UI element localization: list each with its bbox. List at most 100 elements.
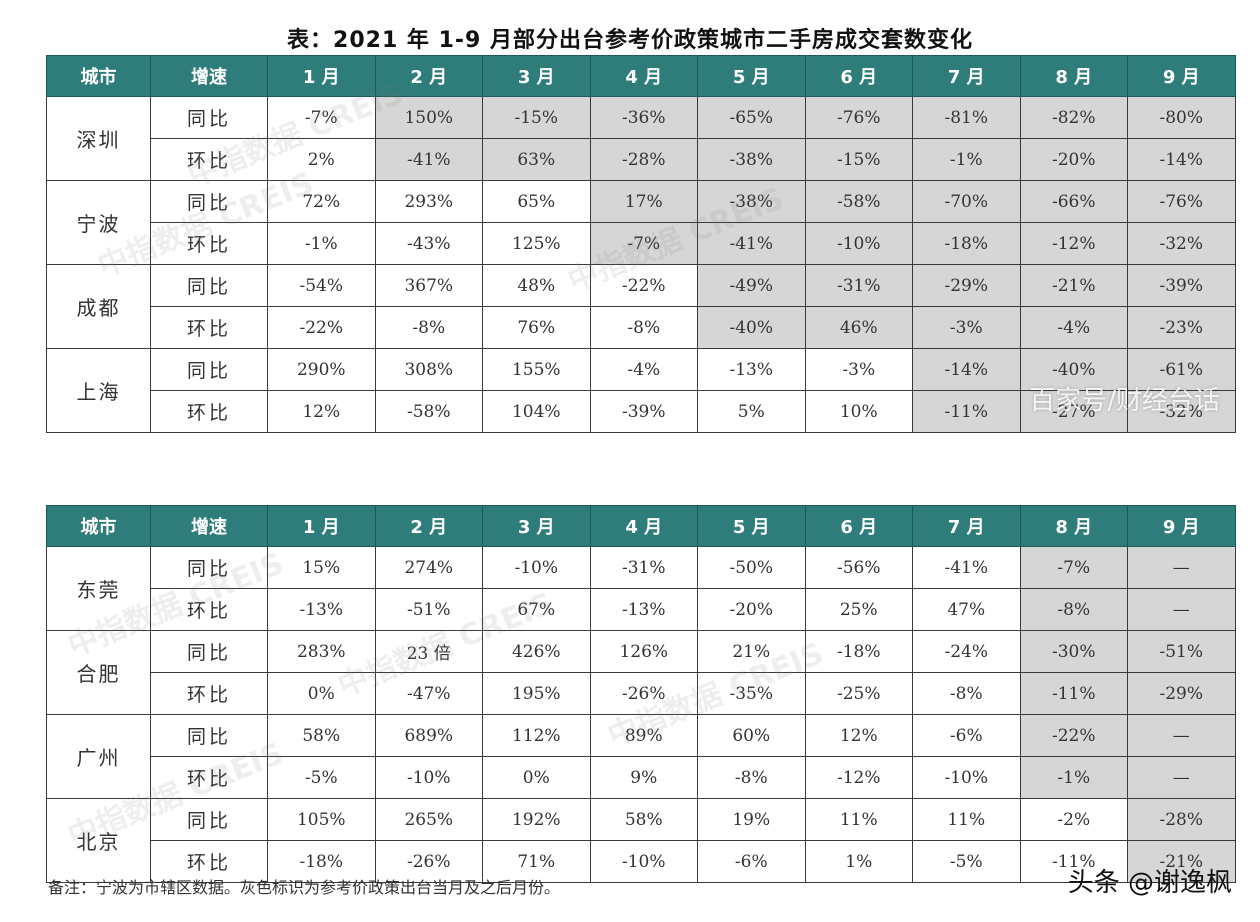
table-row: 成都 同比 -54% 367% 48% -22% -49% -31% -29% -21% -39%	[46, 264, 1236, 349]
value-cell: -11%	[1019, 672, 1128, 715]
value-cell: -8%	[697, 756, 806, 799]
value-cell: 12%	[267, 390, 376, 433]
value-cell: 125%	[482, 222, 591, 265]
value-cell: 150%	[374, 96, 483, 139]
rate-type: 环比	[150, 390, 268, 433]
value-cell: -15%	[482, 96, 591, 139]
value-cell: -39%	[589, 390, 698, 433]
value-cell: 19%	[697, 798, 806, 841]
value-cell: 23 倍	[374, 630, 483, 673]
value-cell: -7%	[589, 222, 698, 265]
header-month: 1 月	[267, 55, 376, 97]
table-row: 环比 12% -58% 104% -39% 5% 10% -11% -27% -32%	[47, 390, 1236, 433]
value-cell: 0%	[482, 756, 591, 799]
value-cell: -2%	[1019, 798, 1128, 841]
value-cell: 25%	[804, 588, 913, 631]
value-cell: -1%	[912, 138, 1021, 181]
rate-type: 环比	[150, 588, 268, 631]
city-name: 合肥	[46, 630, 151, 715]
brand-signature: 头条 @谢逸枫	[1067, 868, 1232, 898]
value-cell: 192%	[482, 798, 591, 841]
table-row: 环比 -18% -26% 71% -10% -6% 1% -5% -11% -21%	[47, 840, 1236, 883]
header-month: 3 月	[482, 55, 591, 97]
value-cell: -7%	[267, 96, 376, 139]
value-cell: —	[1127, 588, 1236, 631]
header-month: 2 月	[374, 55, 483, 97]
value-cell: -51%	[1127, 630, 1236, 673]
value-cell: -49%	[697, 264, 806, 307]
value-cell: -14%	[1127, 138, 1236, 181]
value-cell: -4%	[1019, 306, 1128, 349]
value-cell: -29%	[912, 264, 1021, 307]
value-cell: -81%	[912, 96, 1021, 139]
rate-type: 同比	[150, 96, 268, 139]
city-name: 成都	[46, 264, 151, 349]
header-month: 8 月	[1019, 55, 1128, 97]
value-cell: -13%	[589, 588, 698, 631]
value-cell: -54%	[267, 264, 376, 307]
value-cell: -21%	[1019, 264, 1128, 307]
value-cell: -10%	[374, 756, 483, 799]
header-month: 7 月	[912, 505, 1021, 547]
header-month: 9 月	[1127, 55, 1236, 97]
rate-type: 环比	[150, 756, 268, 799]
value-cell: 283%	[267, 630, 376, 673]
rate-type: 环比	[150, 138, 268, 181]
table-row: 合肥 同比 283% 23 倍 426% 126% 21% -18% -24% -30% -51%	[46, 630, 1236, 715]
rate-type: 同比	[150, 180, 268, 223]
value-cell: -1%	[267, 222, 376, 265]
value-cell: -3%	[912, 306, 1021, 349]
value-cell: 71%	[482, 840, 591, 883]
value-cell: —	[1127, 714, 1236, 757]
value-cell: -38%	[697, 180, 806, 223]
rate-type: 同比	[150, 714, 268, 757]
header-month: 1 月	[267, 505, 376, 547]
value-cell: -14%	[912, 348, 1021, 391]
value-cell: -22%	[589, 264, 698, 307]
value-cell: -38%	[697, 138, 806, 181]
value-cell: -10%	[589, 840, 698, 883]
header-month: 5 月	[697, 55, 806, 97]
value-cell: -25%	[804, 672, 913, 715]
value-cell: -70%	[912, 180, 1021, 223]
value-cell: 11%	[804, 798, 913, 841]
value-cell: -29%	[1127, 672, 1236, 715]
table-row: 环比 -22% -8% 76% -8% -40% 46% -3% -4% -23%	[47, 306, 1236, 349]
value-cell: -5%	[267, 756, 376, 799]
value-cell: -50%	[697, 546, 806, 589]
value-cell: 265%	[374, 798, 483, 841]
rate-type: 环比	[150, 840, 268, 883]
value-cell: 48%	[482, 264, 591, 307]
value-cell: -3%	[804, 348, 913, 391]
value-cell: 0%	[267, 672, 376, 715]
value-cell: -4%	[589, 348, 698, 391]
value-cell: 104%	[482, 390, 591, 433]
rate-type: 同比	[150, 630, 268, 673]
city-name: 上海	[46, 348, 151, 433]
rate-type: 同比	[150, 348, 268, 391]
header-month: 9 月	[1127, 505, 1236, 547]
table-title: 表：2021 年 1-9 月部分出台参考价政策城市二手房成交套数变化	[287, 28, 973, 53]
city-name: 北京	[46, 798, 151, 883]
table-row: 广州 同比 58% 689% 112% 89% 60% 12% -6% -22% —	[46, 714, 1236, 799]
value-cell: -76%	[804, 96, 913, 139]
value-cell: 58%	[267, 714, 376, 757]
value-cell: 112%	[482, 714, 591, 757]
value-cell: -11%	[912, 390, 1021, 433]
value-cell: -31%	[804, 264, 913, 307]
value-cell: 12%	[804, 714, 913, 757]
value-cell: -12%	[1019, 222, 1128, 265]
header-city: 城市	[46, 55, 151, 97]
header-city: 城市	[46, 505, 151, 547]
value-cell: -13%	[267, 588, 376, 631]
value-cell: -36%	[589, 96, 698, 139]
value-cell: -82%	[1019, 96, 1128, 139]
value-cell: 367%	[374, 264, 483, 307]
value-cell: 5%	[697, 390, 806, 433]
value-cell: -66%	[1019, 180, 1128, 223]
value-cell: -18%	[267, 840, 376, 883]
value-cell: -8%	[374, 306, 483, 349]
